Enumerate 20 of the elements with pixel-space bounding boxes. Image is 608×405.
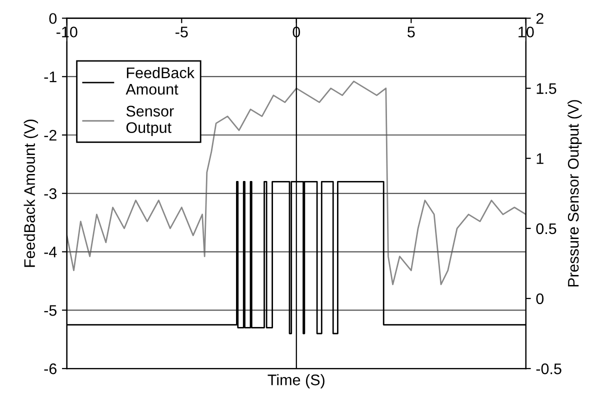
y2-tick-label: 0	[536, 293, 544, 304]
y-tick-label: 0	[49, 13, 57, 24]
y-tick-label: -3	[44, 188, 56, 200]
y-tick-label: -4	[44, 246, 57, 258]
y-tick-label: -2	[44, 130, 56, 141]
legend-label: FeedBack Amount	[126, 67, 195, 95]
y2-tick-label: 2	[536, 13, 544, 24]
y-tick-label: -6	[44, 363, 56, 374]
legend-label: Sensor Output	[126, 106, 174, 136]
y2-tick-label: 1	[536, 153, 544, 164]
x-axis-title: Time (S)	[268, 374, 324, 388]
x-tick-label: 5	[408, 26, 415, 38]
y2-tick-label: 1.5	[536, 83, 556, 94]
y2-axis-title: Pressure Sensor Output (V)	[568, 100, 582, 286]
x-tick-label: -5	[176, 26, 188, 38]
y-tick-label: -1	[44, 72, 56, 82]
y2-tick-label: 0.5	[536, 223, 556, 234]
y-axis-title: FeedBack Amount (V)	[24, 120, 38, 267]
y2-tick-label: -0.5	[536, 363, 562, 374]
y-tick-label: -5	[44, 305, 57, 316]
